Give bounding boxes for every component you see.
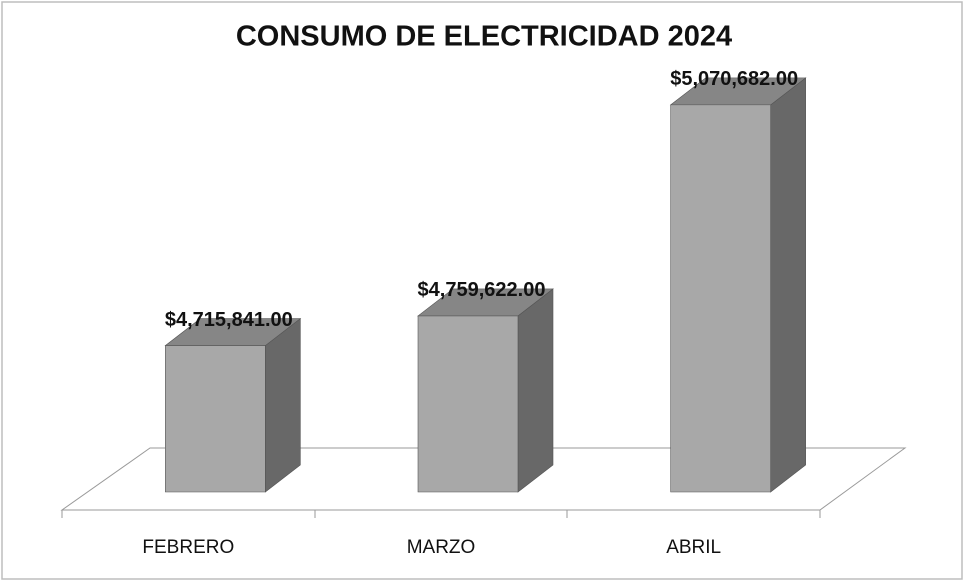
bar-side [517, 288, 554, 493]
bar-front [417, 315, 519, 493]
value-label: $4,759,622.00 [418, 279, 546, 301]
bar [164, 317, 302, 493]
bar [417, 288, 554, 493]
value-label: $4,715,841.00 [165, 309, 293, 331]
x-tick-label: ABRIL [666, 537, 721, 558]
x-tick-label: FEBRERO [142, 537, 234, 558]
x-axis-ticks [61, 510, 821, 518]
bar-side [770, 77, 806, 493]
bar-side [265, 317, 301, 493]
x-tick-label: MARZO [407, 537, 476, 558]
bar [669, 77, 807, 493]
bar-front [165, 345, 266, 493]
value-label: $5,070,682.00 [670, 68, 798, 90]
chart-title: CONSUMO DE ELECTRICIDAD 2024 [236, 21, 732, 53]
bar-front [670, 104, 771, 493]
